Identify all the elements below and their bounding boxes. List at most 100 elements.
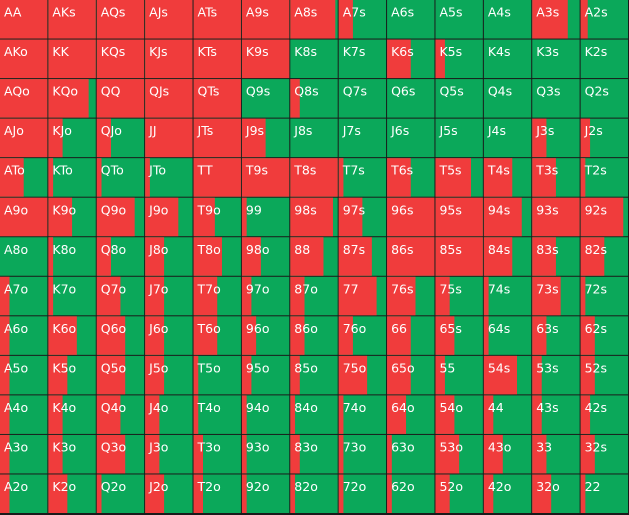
hand-label: A7o xyxy=(4,281,28,296)
call-area[interactable] xyxy=(193,355,241,395)
raise-area xyxy=(338,158,344,197)
raise-area xyxy=(193,237,222,276)
raise-area xyxy=(290,79,300,118)
call-area[interactable] xyxy=(290,118,338,158)
call-area[interactable] xyxy=(435,0,483,39)
call-area[interactable] xyxy=(483,316,532,355)
hand-label: 62s xyxy=(585,321,607,336)
call-area[interactable] xyxy=(338,158,387,197)
raise-area xyxy=(532,118,547,158)
call-area[interactable] xyxy=(48,237,96,276)
hand-label: AKs xyxy=(52,5,75,20)
raise-area xyxy=(290,395,296,434)
raise-area xyxy=(0,434,10,474)
call-area[interactable] xyxy=(290,39,338,79)
call-area[interactable] xyxy=(387,0,435,39)
raise-area xyxy=(241,118,266,158)
hand-label: 55 xyxy=(439,360,455,375)
call-area[interactable] xyxy=(435,79,483,118)
call-area[interactable] xyxy=(193,395,241,434)
hand-label: T7o xyxy=(197,281,221,296)
call-area[interactable] xyxy=(338,395,387,434)
raise-area xyxy=(0,118,48,158)
raise-area xyxy=(48,158,54,197)
call-area[interactable] xyxy=(338,118,387,158)
raise-area xyxy=(290,434,300,474)
call-area[interactable] xyxy=(483,39,532,79)
raise-area xyxy=(338,355,368,395)
call-area[interactable] xyxy=(532,39,580,79)
call-area[interactable] xyxy=(290,395,338,434)
hand-label: 92o xyxy=(246,479,270,494)
call-area[interactable] xyxy=(48,158,96,197)
call-area[interactable] xyxy=(580,276,628,316)
call-area[interactable] xyxy=(241,434,290,474)
call-area[interactable] xyxy=(483,276,532,316)
raise-area xyxy=(435,39,445,79)
hand-label: A9s xyxy=(246,5,269,20)
raise-area xyxy=(483,276,489,316)
call-area[interactable] xyxy=(96,158,145,197)
hand-label: T2s xyxy=(584,163,607,178)
call-area[interactable] xyxy=(435,118,483,158)
hand-label: A5s xyxy=(439,5,462,20)
raise-area xyxy=(0,158,24,197)
raise-area xyxy=(96,434,126,474)
raise-area xyxy=(435,197,483,237)
call-area[interactable] xyxy=(0,237,48,276)
hand-label: 95o xyxy=(246,360,270,375)
call-area[interactable] xyxy=(96,474,145,513)
raise-area xyxy=(580,474,586,513)
hand-label: K5o xyxy=(52,360,76,375)
call-area[interactable] xyxy=(241,79,290,118)
raise-area xyxy=(387,434,392,474)
call-area[interactable] xyxy=(338,39,387,79)
call-area[interactable] xyxy=(580,79,628,118)
call-area[interactable] xyxy=(48,276,96,316)
call-area[interactable] xyxy=(483,79,532,118)
hand-label: A5o xyxy=(4,360,28,375)
raise-area xyxy=(0,316,10,355)
call-area[interactable] xyxy=(580,158,628,197)
call-area[interactable] xyxy=(241,474,290,513)
hand-label: 85s xyxy=(439,242,461,257)
hand-label: 72o xyxy=(343,479,367,494)
hand-label: 73o xyxy=(343,440,367,455)
raise-area xyxy=(483,434,503,474)
call-area[interactable] xyxy=(387,434,435,474)
call-area[interactable] xyxy=(387,118,435,158)
raise-area xyxy=(96,395,121,434)
call-area[interactable] xyxy=(532,79,580,118)
hand-label: 85o xyxy=(294,360,318,375)
raise-area xyxy=(387,355,411,395)
raise-area xyxy=(145,395,160,434)
raise-area xyxy=(241,316,257,355)
call-area[interactable] xyxy=(338,474,387,513)
hand-label: AA xyxy=(4,5,22,20)
raise-area xyxy=(580,237,605,276)
hand-label: 96s xyxy=(391,202,413,217)
call-area[interactable] xyxy=(580,39,628,79)
hand-label: 64s xyxy=(488,321,510,336)
call-area[interactable] xyxy=(241,395,290,434)
call-area[interactable] xyxy=(580,0,628,39)
hand-label: K7s xyxy=(343,44,366,59)
hand-label: 98o xyxy=(246,242,270,257)
raise-area xyxy=(338,395,344,434)
call-area[interactable] xyxy=(483,0,532,39)
raise-area xyxy=(48,316,77,355)
call-area[interactable] xyxy=(387,79,435,118)
call-area[interactable] xyxy=(241,197,290,237)
hand-label: 95s xyxy=(439,202,461,217)
hand-label: 43o xyxy=(488,440,512,455)
call-area[interactable] xyxy=(145,158,193,197)
call-area[interactable] xyxy=(387,474,435,513)
call-area[interactable] xyxy=(483,118,532,158)
hand-label: K4s xyxy=(488,44,511,59)
call-area[interactable] xyxy=(338,79,387,118)
hand-label: Q6s xyxy=(391,84,415,99)
call-area[interactable] xyxy=(338,434,387,474)
raise-area xyxy=(532,434,547,474)
call-area[interactable] xyxy=(290,474,338,513)
call-area[interactable] xyxy=(580,474,628,513)
